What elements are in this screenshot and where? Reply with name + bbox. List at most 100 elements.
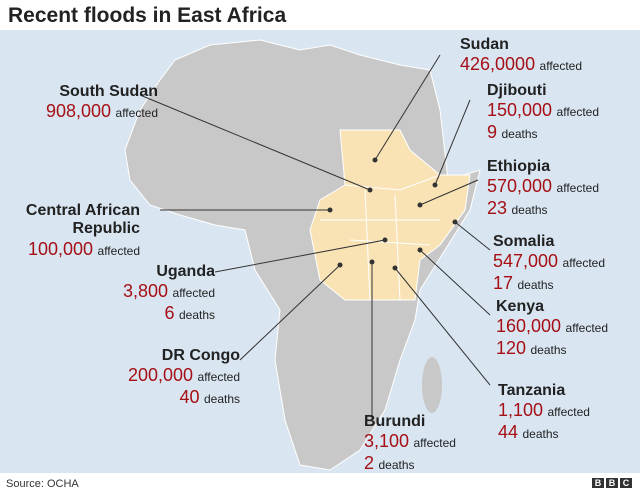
stat-value: 2 (364, 452, 375, 473)
stat-row: 44 deaths (498, 422, 640, 443)
logo-letter: C (620, 478, 632, 488)
country-name: Tanzania (498, 382, 566, 399)
country-label: South Sudan 908,000 affected (5, 83, 158, 123)
stat-unit: affected (547, 405, 590, 420)
stat-unit: deaths (522, 426, 559, 441)
leader-dot (369, 259, 375, 265)
source: Source: OCHA (6, 478, 79, 490)
stat-value: 120 (496, 337, 527, 358)
stat-row: 3,100 affected (364, 431, 494, 452)
stat-row: 1,100 affected (498, 400, 640, 421)
stat-value: 570,000 (487, 176, 553, 197)
stat-unit: affected (539, 59, 583, 74)
stat-row: 100,000 affected (5, 239, 140, 260)
leader-dot (372, 157, 378, 163)
stat-value: 1,100 (498, 400, 544, 421)
stat-unit: deaths (511, 202, 548, 217)
stat-unit: affected (562, 256, 606, 271)
stat-row: 570,000 affected (487, 176, 637, 197)
country-name: DR Congo (161, 347, 240, 364)
country-name: Kenya (496, 298, 545, 315)
stat-row: 40 deaths (90, 387, 240, 408)
leader-dot (452, 219, 458, 225)
title: Recent floods in East Africa (8, 4, 287, 27)
stat-value: 426,0000 (460, 54, 536, 75)
country-name: Uganda (156, 263, 215, 280)
stat-row: 150,000 affected (487, 100, 637, 121)
leader-line (214, 239, 386, 273)
leader-dot (367, 187, 373, 193)
stat-row: 2 deaths (364, 453, 494, 474)
stat-unit: affected (556, 181, 600, 196)
stat-row: 6 deaths (70, 302, 216, 324)
logo-letter: B (592, 478, 604, 488)
stat-value: 44 (498, 421, 519, 442)
madagascar (422, 357, 442, 413)
leader-line (419, 249, 491, 316)
country-name: Sudan (460, 36, 509, 53)
country-label: DR Congo 200,000 affected 40 deaths (90, 347, 240, 408)
stat-unit: deaths (178, 307, 215, 322)
stat-value: 150,000 (487, 100, 553, 121)
country-name: Burundi (364, 413, 426, 430)
leader-dot (382, 237, 388, 243)
stat-value: 547,000 (493, 251, 559, 272)
affected-region (309, 129, 471, 301)
stat-value: 9 (487, 121, 498, 142)
country-name: Somalia (493, 233, 555, 250)
leader-dot (417, 202, 423, 208)
leader-line (239, 264, 341, 361)
stat-unit: deaths (203, 391, 240, 406)
stat-value: 160,000 (496, 316, 562, 337)
stat-unit: affected (197, 370, 240, 385)
stat-unit: affected (172, 286, 215, 301)
stat-row: 120 deaths (496, 338, 640, 359)
stat-unit: deaths (517, 277, 554, 292)
stat-value: 3,100 (364, 431, 410, 452)
country-name: Djibouti (487, 82, 547, 99)
leader-line (434, 99, 471, 186)
country-label: Uganda 3,800 affected 6 deaths (70, 263, 215, 324)
leader-dot (432, 182, 438, 188)
stat-value: 200,000 (127, 365, 194, 386)
country-label: Tanzania 1,100 affected 44 deaths (498, 382, 640, 443)
leader-line (374, 54, 441, 161)
leader-line (419, 179, 479, 206)
country-name: Ethiopia (487, 158, 551, 175)
leader-dot (337, 262, 343, 268)
stat-row: 200,000 affected (90, 365, 240, 386)
country-label: Burundi 3,100 affected 2 deaths (364, 413, 494, 474)
stat-row: 17 deaths (493, 273, 640, 294)
leader-dot (417, 247, 423, 253)
country-label: Somalia 547,000 affected 17 deaths (493, 233, 640, 294)
country-name: Central African Republic (25, 202, 140, 238)
country-label: Central African Republic 100,000 affected (5, 202, 140, 260)
leader-dot (327, 207, 333, 213)
country-label: Ethiopia 570,000 affected 23 deaths (487, 158, 637, 219)
country-name: South Sudan (59, 83, 158, 100)
leader-line (139, 94, 371, 191)
stat-unit: affected (565, 321, 609, 336)
stat-value: 3,800 (123, 281, 169, 302)
stat-value: 40 (179, 386, 200, 407)
stat-unit: deaths (501, 126, 538, 141)
stat-value: 6 (164, 302, 175, 323)
stat-row: 9 deaths (487, 122, 637, 143)
logo-letter: B (606, 478, 618, 488)
country-label: Sudan 426,0000 affected (460, 36, 610, 76)
stat-unit: affected (413, 436, 456, 451)
leader-line (394, 267, 491, 386)
stat-value: 23 (487, 197, 508, 218)
stat-unit: deaths (378, 457, 415, 472)
map (0, 30, 640, 473)
stat-row: 547,000 affected (493, 251, 640, 272)
stat-row: 3,800 affected (70, 281, 215, 302)
country-label: Kenya 160,000 affected 120 deaths (496, 298, 640, 359)
borders (320, 174, 441, 301)
leader-dot (392, 265, 398, 271)
stat-unit: affected (115, 106, 158, 121)
stat-value: 908,000 (45, 101, 112, 122)
stat-value: 17 (493, 272, 514, 293)
